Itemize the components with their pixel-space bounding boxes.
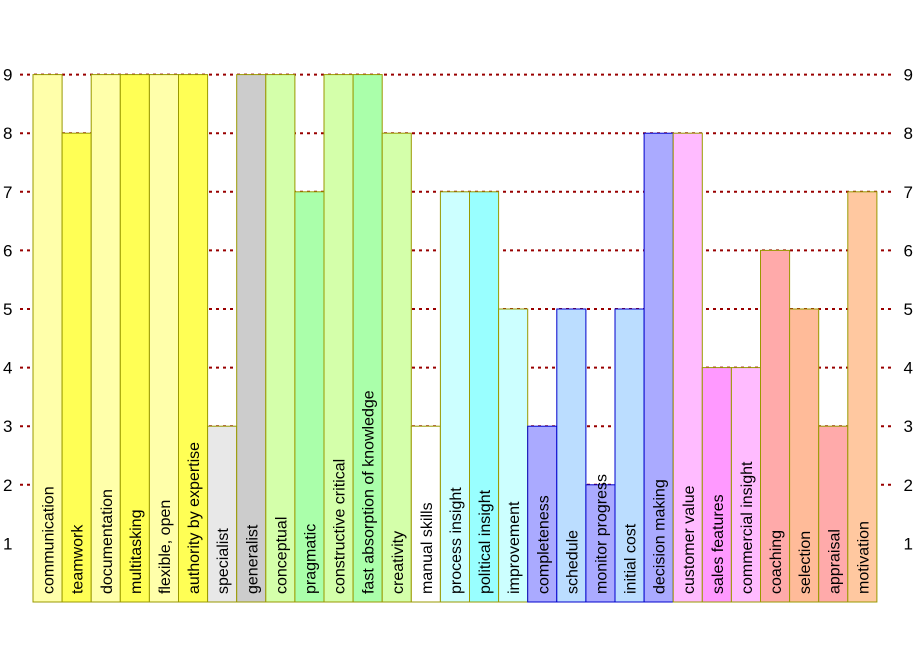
y-tick-right: 3: [904, 417, 913, 436]
y-tick-left: 3: [3, 417, 12, 436]
y-tick-right: 8: [904, 124, 913, 143]
bar: [672, 132, 703, 603]
bar-label: initial cost: [623, 523, 640, 594]
bar-label: generalist: [244, 524, 261, 594]
y-tick-left: 2: [3, 476, 12, 495]
y-tick-right: 6: [904, 241, 913, 260]
category-labels: communication teamwork documentation multit…: [41, 390, 873, 594]
bar: [352, 74, 383, 603]
bar-label: specialist: [215, 528, 232, 594]
bar-label: motivation: [855, 521, 872, 594]
bar: [178, 74, 209, 603]
bar: [847, 191, 878, 603]
bar: [410, 425, 441, 603]
y-tick-left: 6: [3, 241, 12, 260]
bar-label: documentation: [99, 489, 116, 594]
bar-label: fast absorption of knowledge: [361, 390, 378, 594]
bar: [789, 308, 820, 603]
bar-label: coaching: [768, 530, 785, 594]
y-tick-left: 9: [3, 66, 12, 85]
bar: [527, 425, 558, 603]
bar: [207, 425, 238, 603]
y-tick-right: 9: [904, 66, 913, 85]
bar-label: multitasking: [128, 510, 145, 594]
bar-label: monitor progress: [593, 474, 610, 594]
bar-label: flexible, open: [157, 500, 174, 594]
bar-label: teamwork: [70, 524, 87, 594]
bar-label: customer value: [681, 485, 698, 594]
y-tick-right: 1: [904, 534, 913, 553]
y-tick-left: 4: [3, 359, 12, 378]
bar: [381, 132, 412, 603]
y-tick-left: 1: [3, 534, 12, 553]
bar: [556, 308, 587, 603]
y-tick-left: 8: [3, 124, 12, 143]
bar: [643, 132, 674, 603]
bar: [61, 132, 92, 603]
bar-label: manual skills: [419, 502, 436, 594]
bar-label: political insight: [477, 489, 494, 594]
y-tick-right: 2: [904, 476, 913, 495]
bar-label: decision making: [652, 479, 669, 594]
bar-label: conceptual: [273, 517, 290, 594]
bar: [498, 308, 529, 603]
bar: [90, 74, 121, 603]
bar: [614, 308, 645, 603]
bar-label: constructive critical: [332, 459, 349, 594]
bar-label: commercial insight: [739, 461, 756, 594]
bar: [119, 74, 150, 603]
bar: [148, 74, 179, 603]
bar-label: creativity: [390, 531, 407, 594]
bar: [294, 191, 325, 603]
bar: [701, 367, 732, 603]
bar-label: selection: [797, 531, 814, 594]
y-tick-labels: 1 1 2 2 3 3 4 4 5 5 6 6 7 7 8 8 9 9: [3, 66, 913, 554]
y-tick-left: 5: [3, 300, 12, 319]
bar: [469, 191, 500, 603]
y-tick-right: 4: [904, 359, 913, 378]
y-tick-right: 7: [904, 183, 913, 202]
bar: [32, 74, 63, 603]
bar-label: schedule: [564, 530, 581, 594]
bar-label: communication: [41, 486, 58, 594]
bar-label: process insight: [448, 487, 465, 594]
bar-label: appraisal: [826, 529, 843, 594]
bar-label: improvement: [506, 501, 523, 594]
bar: [730, 367, 762, 603]
bar: [439, 191, 470, 603]
bars: [32, 74, 878, 603]
y-tick-right: 5: [904, 300, 913, 319]
bar-label: completeness: [535, 495, 552, 594]
bar-label: authority by expertise: [186, 442, 203, 594]
bar: [236, 74, 267, 603]
y-tick-left: 7: [3, 183, 12, 202]
bar-label: pragmatic: [302, 524, 319, 594]
bar: [585, 484, 616, 603]
bar: [760, 249, 791, 603]
bar-label: sales features: [710, 494, 727, 594]
